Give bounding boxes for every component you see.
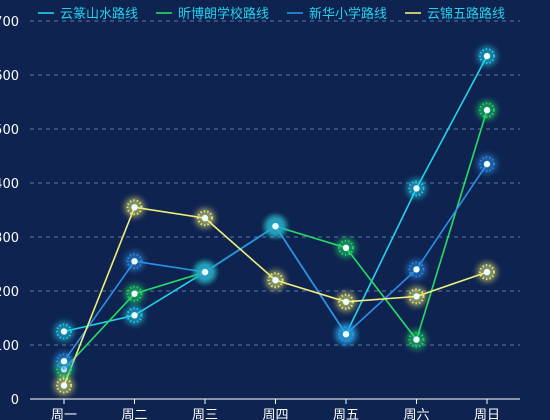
data-points — [54, 46, 497, 396]
data-point[interactable] — [195, 208, 215, 229]
data-point[interactable] — [124, 305, 145, 326]
data-point[interactable] — [265, 216, 286, 237]
x-tick-label: 周日 — [474, 408, 500, 420]
x-tick-label: 周三 — [192, 408, 218, 420]
data-point[interactable] — [406, 286, 427, 307]
legend[interactable]: 云篆山水路线 昕博朗学校路线 新华小学路线 云锦五路路线 — [38, 6, 505, 22]
y-tick-label: 700 — [0, 15, 19, 30]
legend-item[interactable]: 新华小学路线 — [287, 6, 387, 22]
data-point[interactable] — [406, 259, 427, 280]
legend-label: 云锦五路路线 — [427, 6, 505, 22]
data-point[interactable] — [406, 178, 427, 199]
x-tick-label: 周五 — [333, 408, 359, 420]
legend-item[interactable]: 云锦五路路线 — [405, 6, 505, 22]
legend-label: 新华小学路线 — [309, 6, 387, 22]
data-point[interactable] — [336, 324, 356, 345]
legend-label: 云篆山水路线 — [60, 6, 138, 22]
data-point[interactable] — [124, 283, 145, 304]
data-point[interactable] — [477, 262, 497, 283]
data-point[interactable] — [54, 351, 74, 372]
legend-item[interactable]: 昕博朗学校路线 — [156, 6, 269, 22]
legend-label: 昕博朗学校路线 — [178, 6, 269, 22]
x-tick-label: 周四 — [262, 408, 288, 420]
y-tick-label: 100 — [0, 339, 19, 354]
data-point[interactable] — [54, 321, 74, 342]
data-point[interactable] — [336, 291, 356, 312]
series-line-1 — [63, 109, 488, 370]
y-tick-label: 0 — [11, 393, 19, 408]
legend-item[interactable]: 云篆山水路线 — [38, 6, 138, 22]
data-point[interactable] — [406, 329, 427, 350]
y-tick-label: 400 — [0, 177, 19, 192]
data-point[interactable] — [265, 270, 286, 291]
x-tick-label: 周一 — [51, 408, 77, 420]
axes: 0 100 200 300 400 500 600 700 周一 周二 周三 周四 周五 周六 周日 — [0, 15, 520, 420]
data-point[interactable] — [54, 375, 74, 396]
x-tick-label: 周六 — [403, 408, 429, 420]
data-point[interactable] — [336, 237, 356, 258]
data-point[interactable] — [195, 262, 215, 283]
y-tick-label: 600 — [0, 69, 19, 84]
data-point[interactable] — [124, 197, 145, 218]
x-tick-label: 周二 — [121, 408, 147, 420]
grid-lines — [30, 20, 520, 346]
data-point[interactable] — [477, 100, 497, 121]
y-tick-label: 300 — [0, 231, 19, 246]
y-tick-label: 500 — [0, 123, 19, 138]
data-point[interactable] — [477, 154, 497, 175]
y-tick-label: 200 — [0, 285, 19, 300]
data-point[interactable] — [477, 46, 497, 67]
data-point[interactable] — [124, 251, 145, 272]
